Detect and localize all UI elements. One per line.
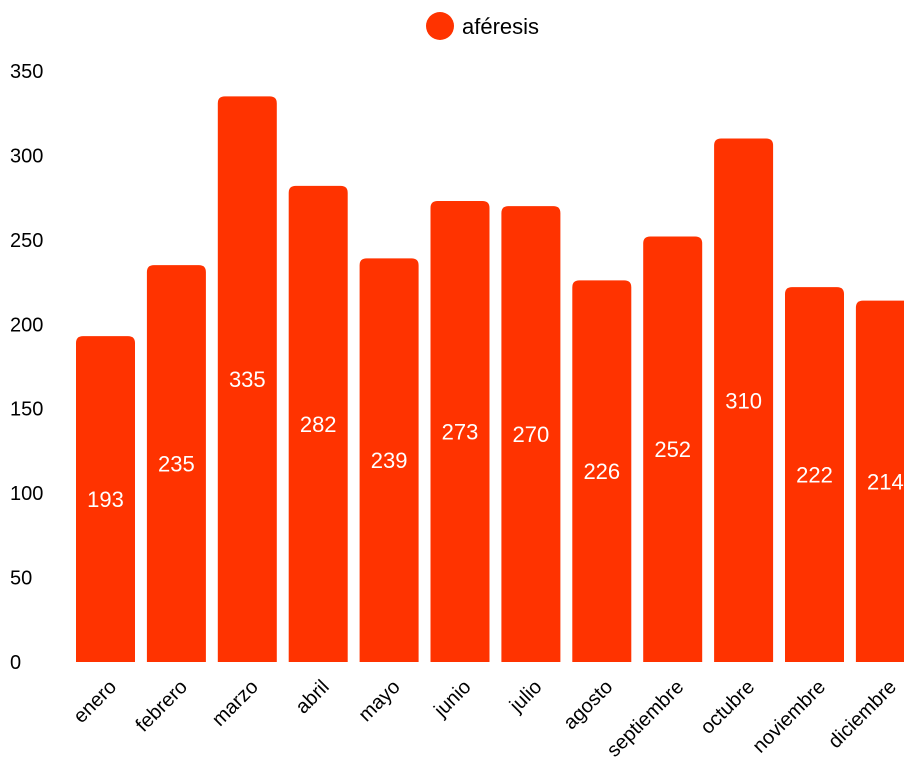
y-tick-label-250: 250 <box>10 230 43 252</box>
y-axis: 0 50 100 150 200 250 300 350 <box>10 61 43 674</box>
value-labels: 193 235 335 282 239 273 270 226 252 310 222 214 <box>87 367 904 512</box>
bar-septiembre[interactable] <box>643 236 703 663</box>
legend-swatch <box>426 12 454 40</box>
value-label-julio: 270 <box>513 422 550 447</box>
y-tick-label-50: 50 <box>10 568 32 590</box>
x-axis: enero febrero marzo abril mayo junio julio agos… <box>69 676 901 762</box>
x-tick-label-julio: julio <box>505 676 546 717</box>
value-label-diciembre: 214 <box>867 469 904 494</box>
y-tick-label-100: 100 <box>10 483 43 505</box>
value-label-noviembre: 222 <box>796 463 833 488</box>
value-label-mayo: 239 <box>371 448 408 473</box>
x-tick-label-mayo: mayo <box>354 676 404 726</box>
value-label-junio: 273 <box>442 420 479 445</box>
x-tick-label-agosto: agosto <box>559 676 617 734</box>
y-tick-label-350: 350 <box>10 61 43 83</box>
legend-label-aferesis: aféresis <box>462 14 539 39</box>
x-tick-label-diciembre: diciembre <box>824 676 901 753</box>
value-label-agosto: 226 <box>583 459 620 484</box>
x-tick-label-septiembre: septiembre <box>603 676 689 762</box>
bar-marzo[interactable] <box>217 96 277 663</box>
value-label-septiembre: 252 <box>654 437 691 462</box>
y-tick-label-150: 150 <box>10 399 43 421</box>
legend[interactable]: aféresis <box>426 12 539 40</box>
y-tick-label-300: 300 <box>10 145 43 167</box>
x-tick-label-octubre: octubre <box>696 676 759 739</box>
y-tick-label-200: 200 <box>10 314 43 336</box>
bar-noviembre[interactable] <box>785 287 844 662</box>
bar-mayo[interactable] <box>359 258 419 662</box>
bar-julio[interactable] <box>501 206 561 663</box>
value-label-abril: 282 <box>300 412 337 437</box>
bars <box>76 96 904 663</box>
bar-diciembre[interactable] <box>855 300 904 662</box>
bar-enero[interactable] <box>76 336 135 662</box>
x-tick-label-marzo: marzo <box>208 676 263 731</box>
x-tick-label-noviembre: noviembre <box>748 676 830 758</box>
bar-febrero[interactable] <box>146 265 206 662</box>
x-tick-label-abril: abril <box>291 676 333 718</box>
x-tick-label-febrero: febrero <box>132 676 192 736</box>
value-label-enero: 193 <box>87 487 124 512</box>
bar-agosto[interactable] <box>572 280 632 662</box>
bar-junio[interactable] <box>430 201 490 662</box>
y-tick-label-0: 0 <box>10 652 21 674</box>
value-label-febrero: 235 <box>158 452 195 477</box>
value-label-marzo: 335 <box>229 367 266 392</box>
bar-octubre[interactable] <box>714 138 774 663</box>
x-tick-label-enero: enero <box>69 676 121 728</box>
bar-abril[interactable] <box>288 185 348 662</box>
value-label-octubre: 310 <box>725 388 762 413</box>
x-tick-label-junio: junio <box>429 676 475 722</box>
